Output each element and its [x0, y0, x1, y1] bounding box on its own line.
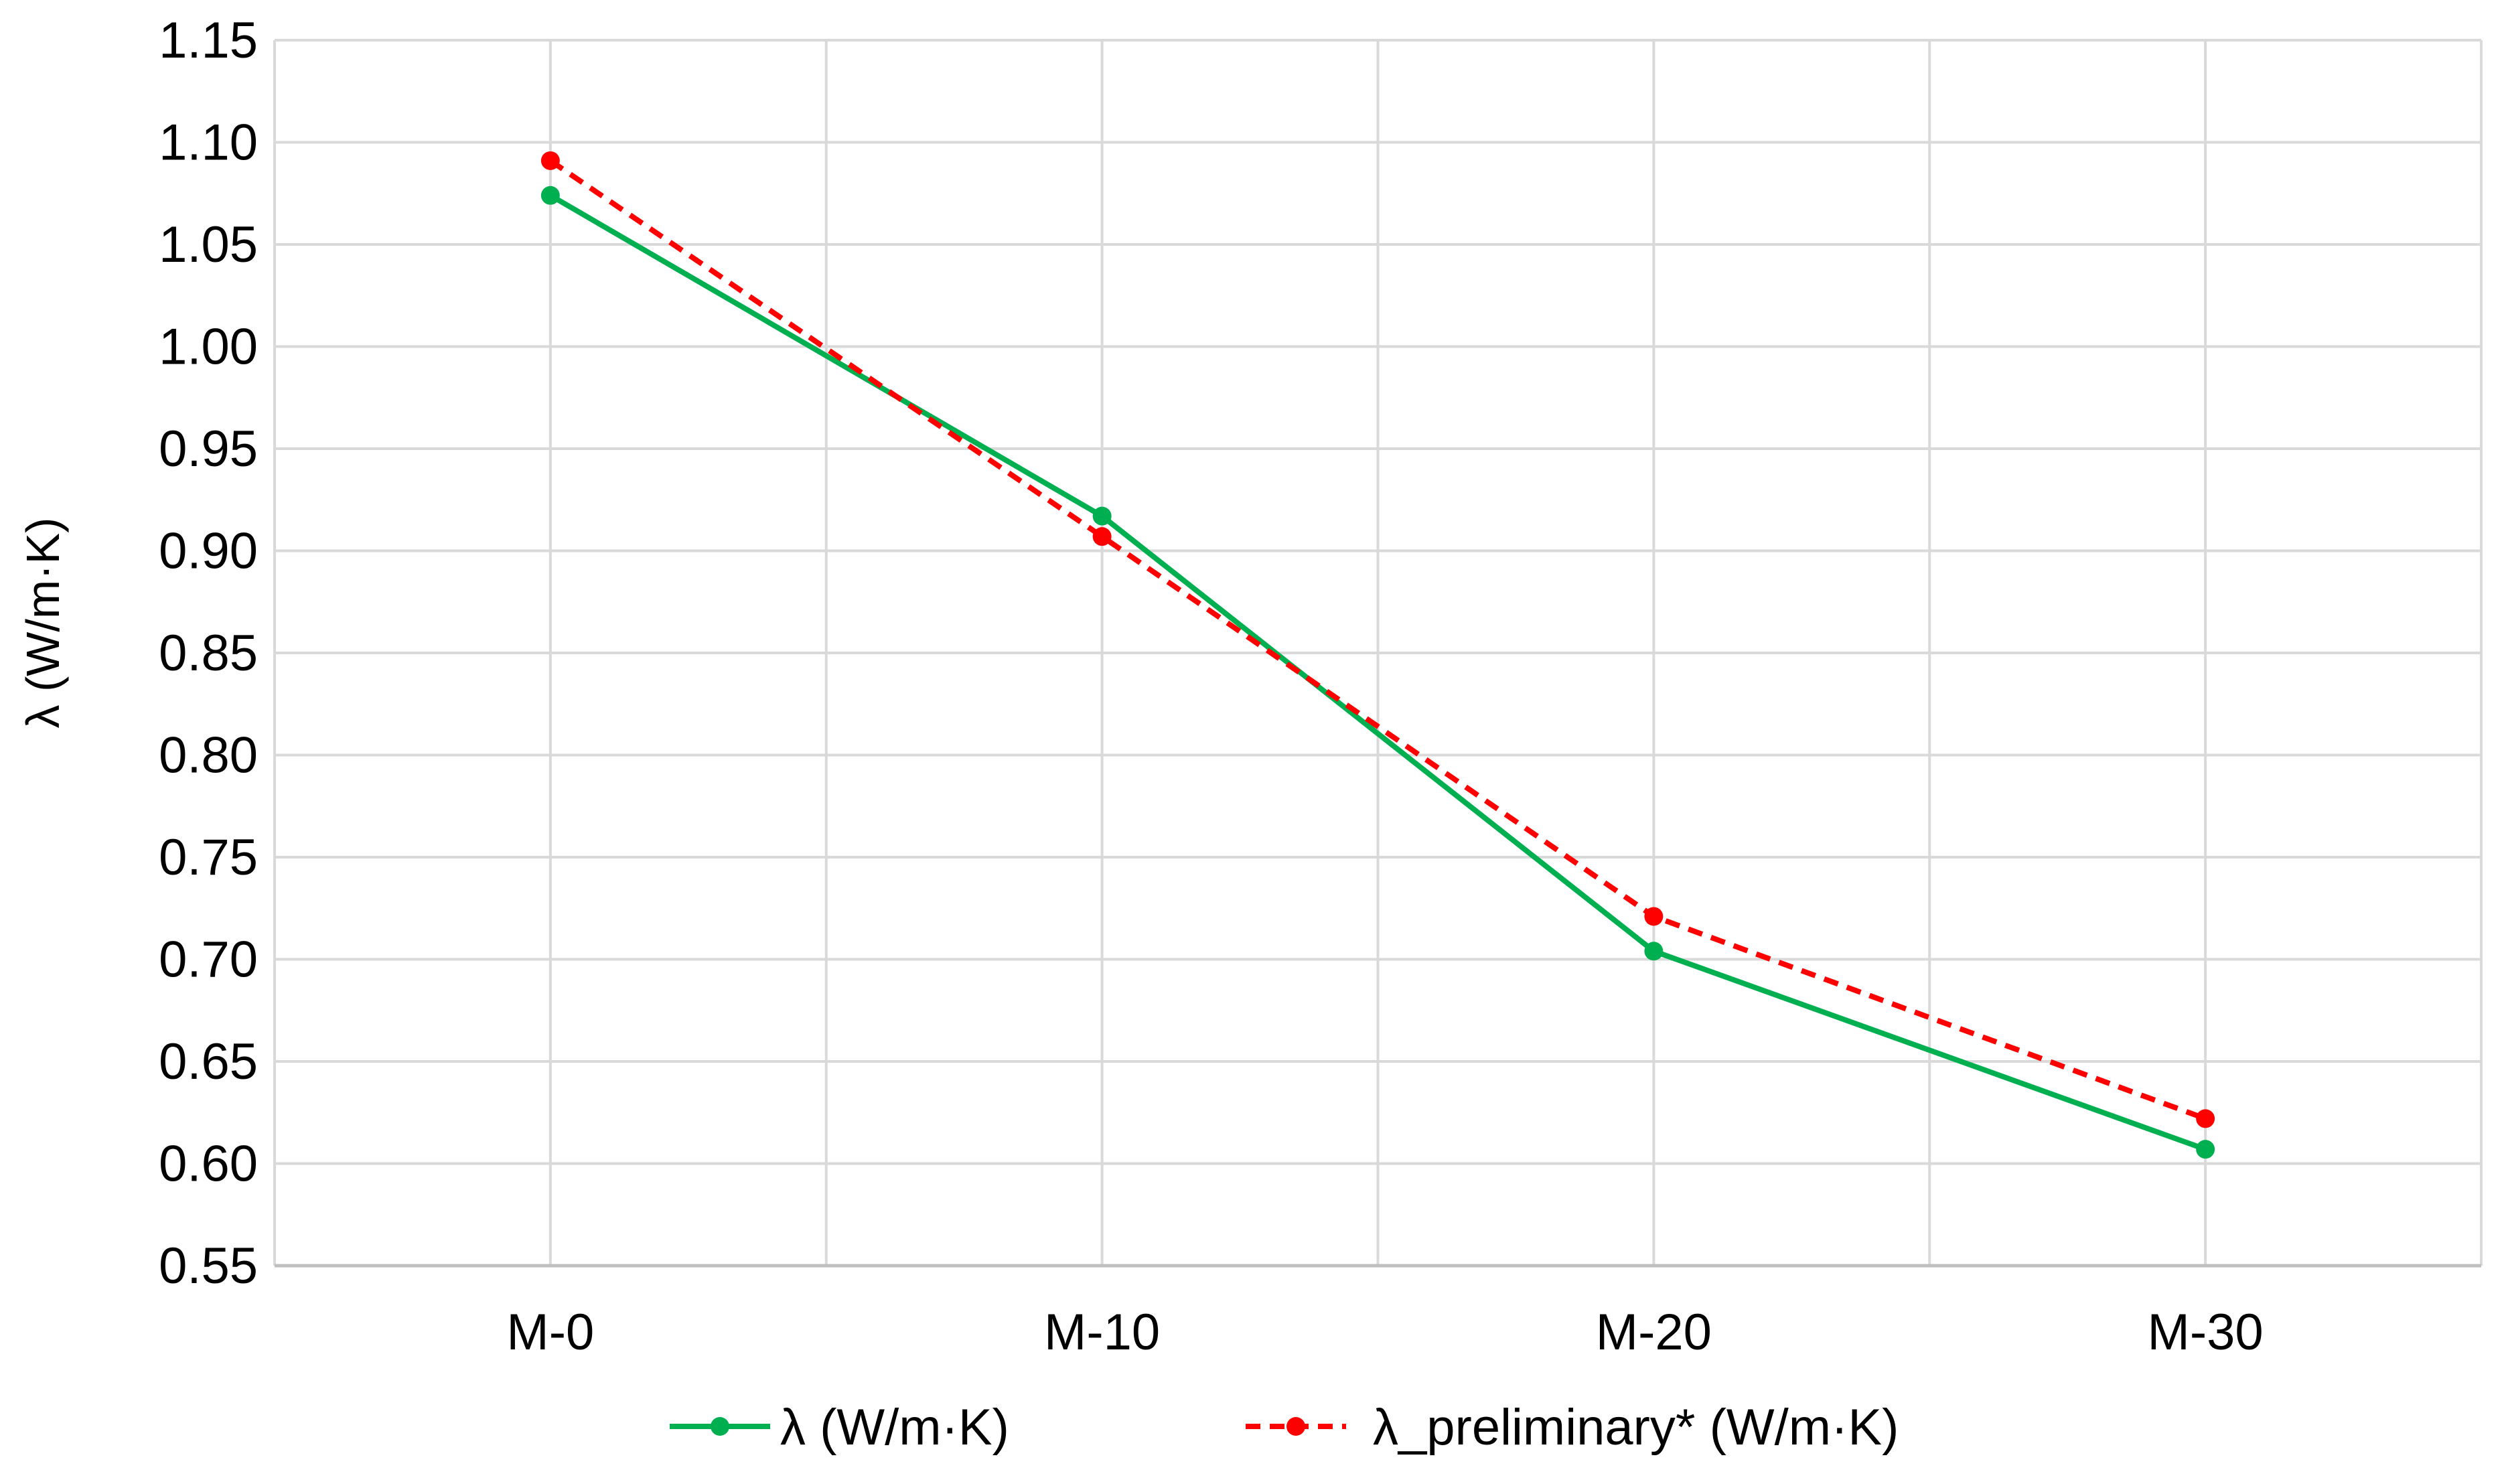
y-tick-label: 1.10 [159, 115, 258, 171]
y-tick-label: 0.65 [159, 1033, 258, 1090]
y-tick-label: 0.60 [159, 1136, 258, 1193]
legend-marker-1 [1286, 1417, 1305, 1436]
legend-label-1: λ_preliminary* (W/m·K) [1373, 1399, 1899, 1456]
y-tick-labels: 0.55 0.60 0.65 0.70 0.75 0.80 0.85 0.90 0.95 1.00… [159, 12, 258, 1294]
data-point-1 [1092, 527, 1112, 546]
y-tick-label: 0.90 [159, 523, 258, 580]
series-line-0 [548, 193, 2207, 1152]
data-point-1 [1644, 907, 1664, 926]
y-tick-label: 0.55 [159, 1238, 258, 1294]
legend-label-0: λ (W/m·K) [780, 1399, 1009, 1456]
series [540, 151, 2215, 1159]
x-tick-label: M-20 [1596, 1304, 1712, 1361]
y-tick-label: 0.85 [159, 625, 258, 682]
x-tick-label: M-30 [2148, 1304, 2264, 1361]
data-point-1 [2196, 1109, 2215, 1128]
x-tick-label: M-10 [1044, 1304, 1160, 1361]
y-tick-label: 1.15 [159, 12, 258, 69]
data-point-1 [540, 151, 560, 170]
y-axis-title: λ (W/m·K) [17, 518, 69, 729]
data-point-0 [1644, 942, 1664, 961]
x-tick-label: M-0 [506, 1304, 594, 1361]
y-tick-label: 0.80 [159, 727, 258, 784]
data-point-0 [1092, 506, 1112, 526]
series-line-1 [548, 158, 2207, 1122]
legend-marker-0 [711, 1417, 729, 1436]
data-point-0 [2196, 1140, 2215, 1159]
gridlines [273, 39, 2483, 1266]
y-tick-label: 0.75 [159, 829, 258, 886]
x-tick-labels: M-0 M-10 M-20 M-30 [506, 1304, 2263, 1361]
data-point-0 [540, 186, 560, 205]
legend: λ (W/m·K) λ_preliminary* (W/m·K) [670, 1399, 1899, 1456]
y-tick-label: 1.00 [159, 319, 258, 376]
y-tick-label: 1.05 [159, 216, 258, 273]
y-tick-label: 0.95 [159, 421, 258, 477]
y-tick-label: 0.70 [159, 932, 258, 988]
